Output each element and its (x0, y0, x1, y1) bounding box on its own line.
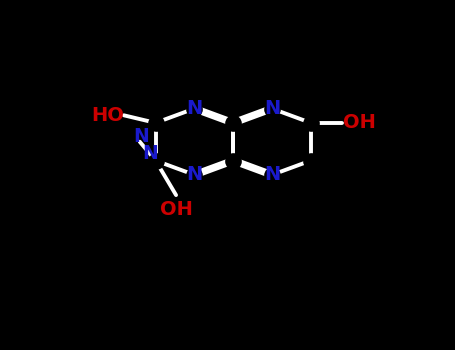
Text: HO: HO (91, 106, 124, 125)
Text: N: N (186, 165, 202, 184)
Text: N: N (264, 165, 280, 184)
Text: N: N (186, 99, 202, 118)
Text: N: N (264, 99, 280, 118)
Text: N: N (134, 127, 149, 146)
Text: N: N (142, 144, 158, 162)
Text: OH: OH (160, 200, 192, 219)
Text: OH: OH (343, 113, 375, 132)
